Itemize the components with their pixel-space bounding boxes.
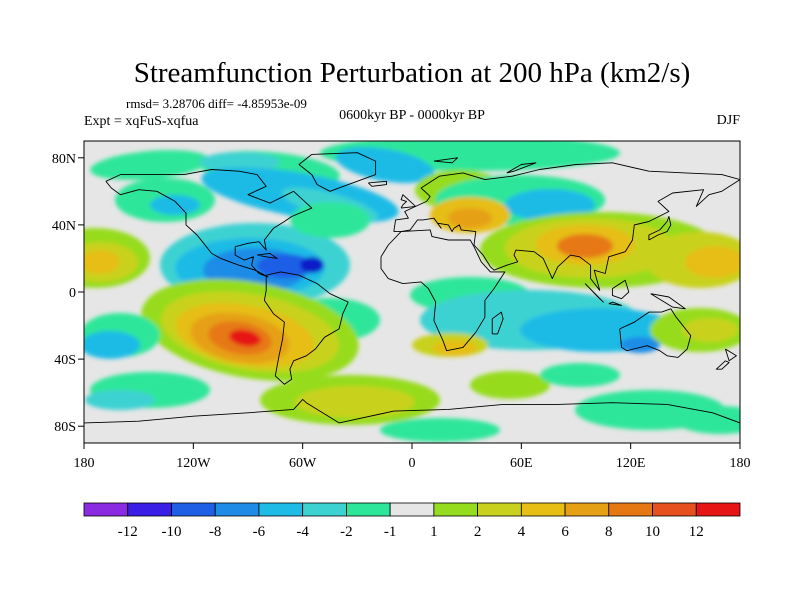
contour-region xyxy=(470,371,550,399)
lat-tick-label: 40S xyxy=(54,353,76,368)
coastline xyxy=(367,180,387,187)
coastlines xyxy=(84,152,740,424)
colorbar: -12 -10 -8 -6 -4 -2 -1 1 2 4 6 8 10 12 xyxy=(83,502,741,540)
contour-region xyxy=(85,390,155,410)
coastline xyxy=(433,157,459,164)
lon-tick-label: 60E xyxy=(510,456,533,471)
season-label: DJF xyxy=(717,113,741,128)
contour-region xyxy=(335,147,435,183)
colorbar-swatch xyxy=(83,502,129,517)
colorbar-swatch xyxy=(302,502,347,517)
coastline xyxy=(584,283,604,303)
contour-region xyxy=(380,418,500,442)
contour-region xyxy=(682,318,738,342)
contour-region xyxy=(84,331,140,359)
colorbar-swatch xyxy=(520,502,566,517)
coastline xyxy=(715,360,730,370)
lat-tick-label: 80S xyxy=(54,420,76,435)
colorbar-swatch xyxy=(258,502,304,517)
contour-region xyxy=(620,337,660,353)
colorbar-swatch xyxy=(608,502,653,517)
coastline xyxy=(84,398,740,424)
contour-region xyxy=(90,150,210,180)
contour-region xyxy=(540,363,620,387)
coastline xyxy=(380,229,506,352)
colorbar-swatch xyxy=(695,502,741,517)
contour-region xyxy=(433,340,477,356)
colorbar-label: -10 xyxy=(161,524,181,540)
lon-tick-label: 120E xyxy=(616,456,646,471)
contour-region xyxy=(290,202,370,238)
colorbar-label: 8 xyxy=(605,524,613,540)
longitude-axis: 180 120W 60W 0 60E 120E 180 xyxy=(74,443,751,471)
colorbar-label: -12 xyxy=(118,524,138,540)
lon-tick-label: 180 xyxy=(74,456,95,471)
coastline xyxy=(257,252,278,259)
colorbar-label: 2 xyxy=(474,524,482,540)
colorbar-label: 1 xyxy=(430,524,438,540)
lat-tick-label: 80N xyxy=(52,152,76,167)
coastline xyxy=(608,301,623,306)
contour-region xyxy=(200,152,280,172)
coastline xyxy=(648,216,672,241)
colorbar-label: 4 xyxy=(518,524,526,540)
coastline xyxy=(400,194,417,209)
colorbar-label: 12 xyxy=(689,524,704,540)
contour-region xyxy=(675,406,740,434)
contour-region xyxy=(300,257,324,273)
contour-region xyxy=(557,234,613,258)
latitude-axis: 80N 40N 0 40S 80S xyxy=(52,152,84,435)
colorbar-label: -4 xyxy=(296,524,309,540)
period-label: 0600kyr BP - 0000kyr BP xyxy=(339,108,485,123)
coastline xyxy=(619,308,692,358)
colorbar-label: 6 xyxy=(561,524,569,540)
colorbar-swatch xyxy=(477,502,522,517)
coastline xyxy=(393,162,740,291)
contour-region xyxy=(448,208,492,228)
colorbar-swatch xyxy=(564,502,610,517)
colorbar-swatch xyxy=(214,502,260,517)
contour-region xyxy=(257,254,313,278)
contour-fields xyxy=(84,141,740,442)
contour-region xyxy=(229,329,261,347)
coastline xyxy=(611,279,630,300)
lon-tick-label: 60W xyxy=(289,456,317,471)
lon-tick-label: 0 xyxy=(409,456,416,471)
lat-tick-label: 0 xyxy=(69,286,76,301)
coastline xyxy=(105,169,313,278)
coastline xyxy=(724,348,737,362)
figure-title: Streamfunction Perturbation at 200 hPa (… xyxy=(134,57,691,89)
colorbar-swatch xyxy=(433,502,479,517)
experiment-label: Expt = xqFuS-xqfua xyxy=(84,114,199,129)
coastline xyxy=(491,311,504,335)
coastline xyxy=(298,152,377,192)
colorbar-label: -2 xyxy=(340,524,353,540)
lon-tick-label: 120W xyxy=(176,456,211,471)
coastline xyxy=(263,271,349,385)
contour-region xyxy=(505,189,595,221)
colorbar-swatch xyxy=(389,502,435,517)
colorbar-swatch xyxy=(345,502,391,517)
colorbar-label: -6 xyxy=(253,524,266,540)
contour-region xyxy=(150,195,200,215)
contour-region xyxy=(295,386,415,418)
coastline xyxy=(650,293,686,310)
stats-label: rmsd= 3.28706 diff= -4.85953e-09 xyxy=(126,96,307,111)
contour-region xyxy=(685,246,740,278)
colorbar-swatch xyxy=(171,502,216,517)
colorbar-label: -8 xyxy=(209,524,222,540)
colorbar-swatch xyxy=(652,502,697,517)
map-panel xyxy=(83,140,741,444)
colorbar-label: -1 xyxy=(384,524,397,540)
coastline xyxy=(506,162,537,174)
colorbar-swatch xyxy=(127,502,172,517)
contour-region xyxy=(84,250,120,274)
lat-tick-label: 40N xyxy=(52,219,76,234)
colorbar-label: 10 xyxy=(645,524,660,540)
lon-tick-label: 180 xyxy=(730,456,751,471)
